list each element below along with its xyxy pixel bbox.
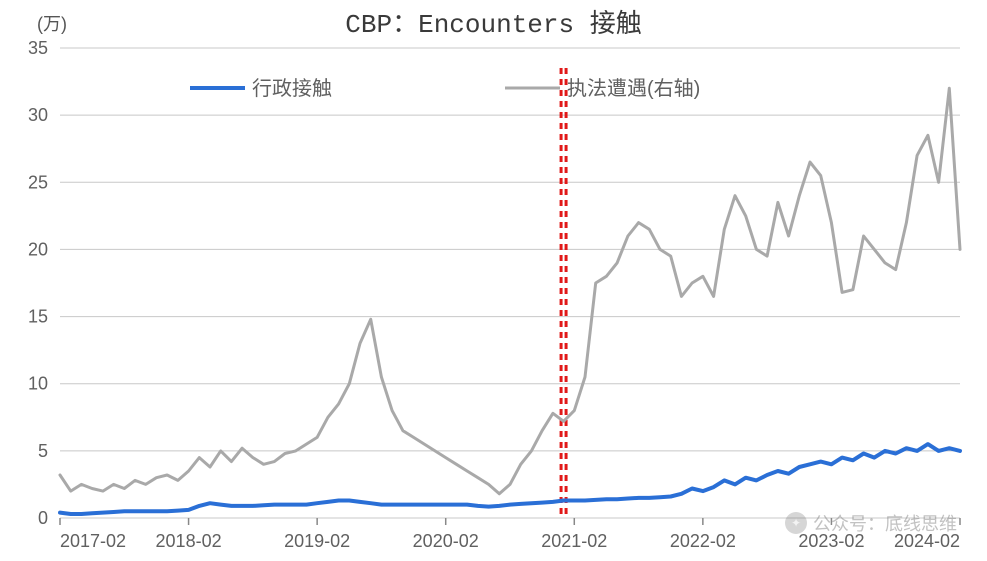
svg-text:2020-02: 2020-02 <box>413 531 479 551</box>
svg-text:20: 20 <box>28 239 48 259</box>
svg-text:30: 30 <box>28 105 48 125</box>
svg-text:2023-02: 2023-02 <box>798 531 864 551</box>
svg-text:2017-02: 2017-02 <box>60 531 126 551</box>
svg-text:35: 35 <box>28 38 48 58</box>
svg-text:15: 15 <box>28 307 48 327</box>
svg-text:5: 5 <box>38 441 48 461</box>
svg-text:25: 25 <box>28 172 48 192</box>
svg-text:CBP：Encounters 接触: CBP：Encounters 接触 <box>345 9 641 40</box>
svg-text:(万): (万) <box>37 14 67 34</box>
line-chart: 0 5 10 15 20 25 30 35 2017-02 2018-02 2019-02 2020-… <box>0 0 987 561</box>
svg-text:2024-02: 2024-02 <box>894 531 960 551</box>
chart-container: 0 5 10 15 20 25 30 35 2017-02 2018-02 2019-02 2020-… <box>0 0 987 561</box>
svg-text:2018-02: 2018-02 <box>156 531 222 551</box>
svg-text:行政接触: 行政接触 <box>252 77 332 100</box>
svg-text:执法遭遇(右轴): 执法遭遇(右轴) <box>567 77 700 100</box>
svg-text:2021-02: 2021-02 <box>541 531 607 551</box>
svg-text:10: 10 <box>28 374 48 394</box>
svg-text:2019-02: 2019-02 <box>284 531 350 551</box>
svg-text:2022-02: 2022-02 <box>670 531 736 551</box>
svg-text:0: 0 <box>38 508 48 528</box>
